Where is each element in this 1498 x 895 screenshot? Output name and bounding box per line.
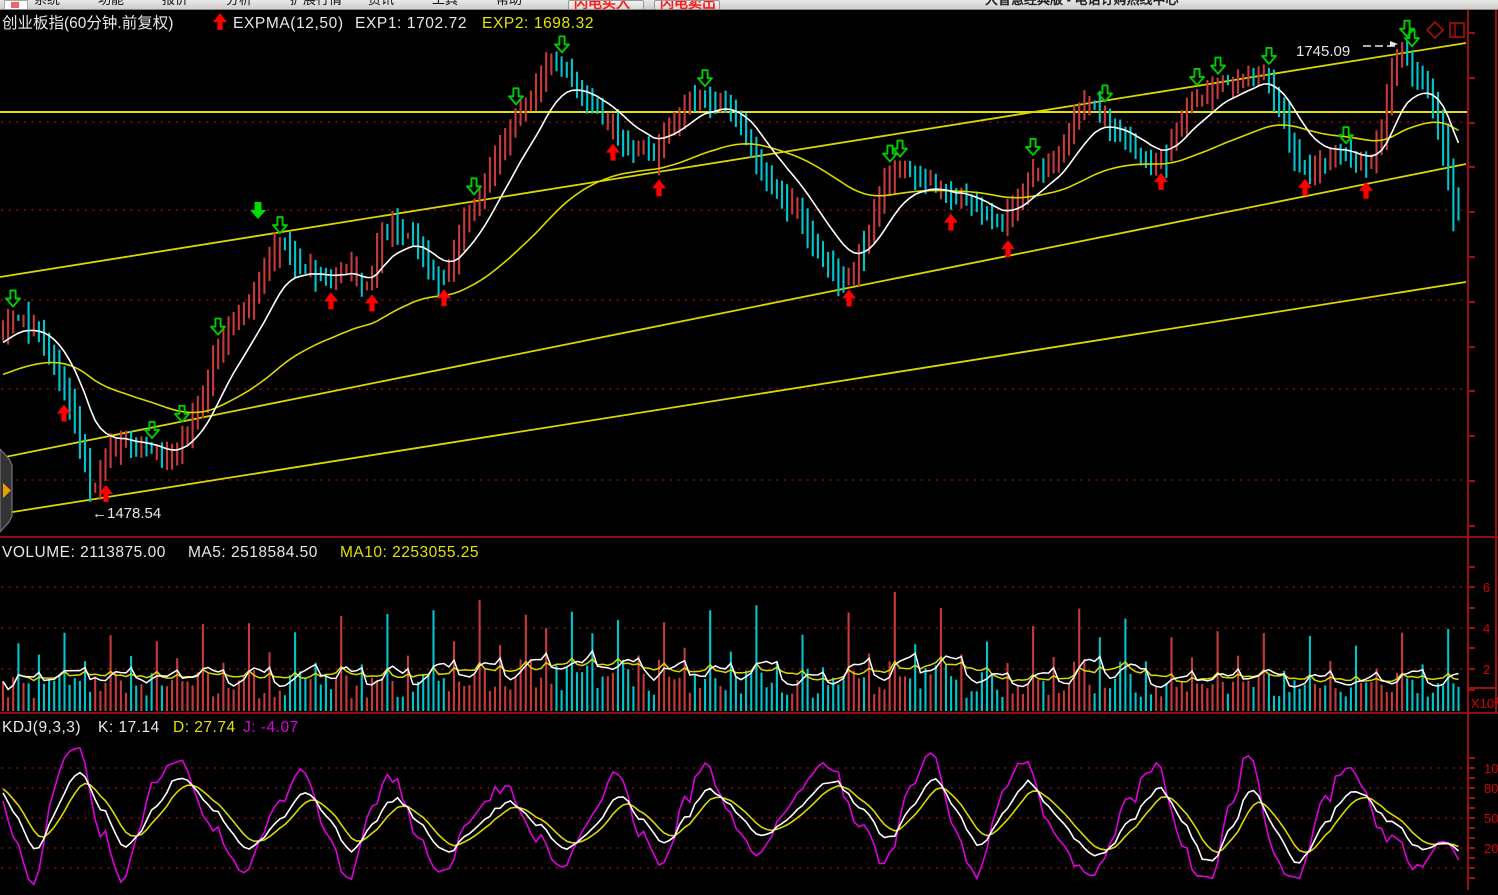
svg-text:50: 50 xyxy=(1484,811,1498,826)
svg-text:X104: X104 xyxy=(1471,696,1498,711)
svg-text:D: 27.74: D: 27.74 xyxy=(173,719,236,736)
svg-text:80: 80 xyxy=(1484,781,1498,796)
svg-text:4: 4 xyxy=(1483,621,1490,636)
svg-text:KDJ(9,3,3): KDJ(9,3,3) xyxy=(2,719,81,736)
svg-text:←1478.54: ←1478.54 xyxy=(92,505,161,522)
svg-text:100: 100 xyxy=(1484,761,1498,776)
svg-text:EXP2: 1698.32: EXP2: 1698.32 xyxy=(482,15,594,32)
svg-text:1745.09: 1745.09 xyxy=(1296,43,1350,60)
svg-text:MA5: 2518584.50: MA5: 2518584.50 xyxy=(188,544,318,561)
svg-text:EXP1: 1702.72: EXP1: 1702.72 xyxy=(355,15,467,32)
svg-text:K: 17.14: K: 17.14 xyxy=(98,719,160,736)
svg-text:20: 20 xyxy=(1484,841,1498,856)
svg-text:2: 2 xyxy=(1483,662,1490,677)
svg-text:创业板指(60分钟.前复权): 创业板指(60分钟.前复权) xyxy=(2,14,173,32)
svg-text:VOLUME: 2113875.00: VOLUME: 2113875.00 xyxy=(2,544,166,561)
svg-text:6: 6 xyxy=(1483,580,1490,595)
svg-text:EXPMA(12,50): EXPMA(12,50) xyxy=(233,15,344,32)
svg-text:J: -4.07: J: -4.07 xyxy=(243,719,299,736)
svg-text:MA10: 2253055.25: MA10: 2253055.25 xyxy=(340,544,479,561)
